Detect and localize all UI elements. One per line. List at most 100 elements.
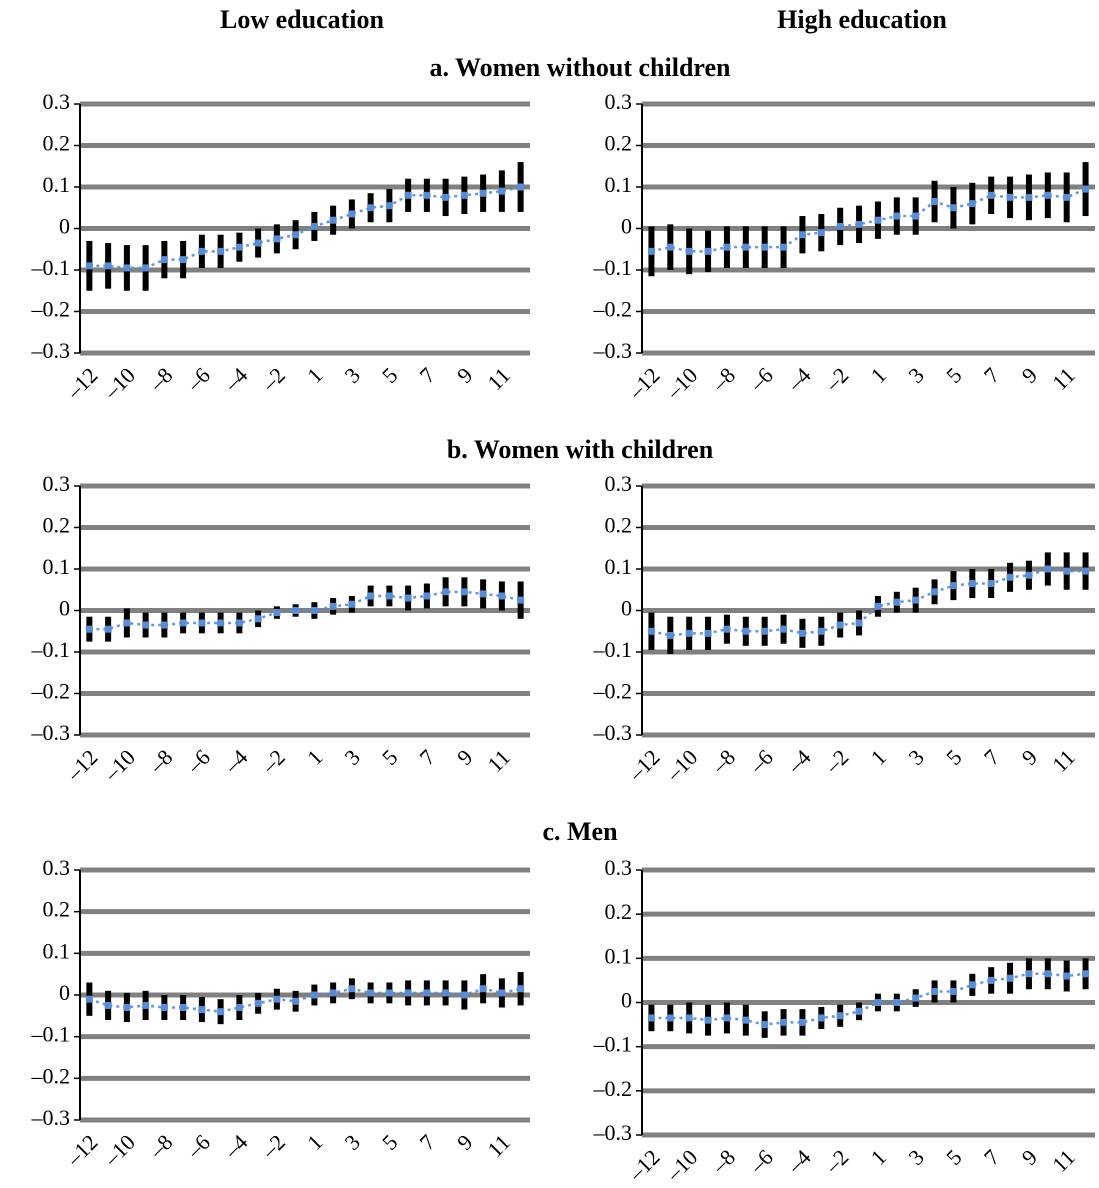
estimate-marker [874,602,882,610]
x-tick-label: –4 [782,362,816,396]
estimate-marker [85,995,93,1003]
estimate-marker [404,989,412,997]
estimate-marker [385,989,393,997]
y-tick-label: 0.3 [605,89,633,114]
x-tick-label: 3 [903,744,928,769]
x-tick-label: –4 [219,362,253,396]
x-tick-label: –10 [661,1144,703,1186]
panel-title: b. Women with children [447,435,714,464]
x-tick-label: –10 [98,362,140,404]
y-tick-label: 0 [59,980,70,1005]
x-tick-label: 1 [866,744,891,769]
y-tick-label: –0.2 [593,297,633,322]
estimate-marker [949,204,957,212]
estimate-marker [761,627,769,635]
y-tick-label: –0.1 [31,255,71,280]
estimate-marker [855,220,863,228]
estimate-marker [666,1014,674,1022]
estimate-marker [855,619,863,627]
x-tick-label: –6 [744,362,778,396]
estimate-marker [198,619,206,627]
x-tick-label: 5 [941,362,966,387]
estimate-marker [498,592,506,600]
estimate-marker [874,999,882,1006]
x-tick-label: 9 [452,362,477,387]
x-tick-label: 1 [866,362,891,387]
y-tick-label: 0.2 [43,513,71,538]
estimate-marker [931,987,939,995]
estimate-marker [123,1004,131,1011]
estimate-marker [310,991,318,999]
estimate-marker [498,989,506,997]
y-tick-label: –0.1 [593,1032,633,1057]
estimate-marker [1044,565,1052,573]
x-tick-label: –8 [706,362,740,396]
estimate-marker [367,592,375,600]
estimate-marker [1006,193,1014,201]
x-tick-label: 11 [1047,744,1080,777]
x-tick-label: 11 [482,1129,515,1162]
y-tick-label: 0.2 [43,131,71,156]
y-tick-label: –0.2 [31,1063,71,1088]
x-tick-label: –8 [144,1129,178,1163]
estimate-marker [836,621,844,629]
x-tick-label: 7 [979,362,1004,387]
estimate-marker [367,204,375,212]
estimate-marker [836,1012,844,1020]
estimate-marker [647,247,655,255]
estimate-marker [517,985,525,993]
panel-title: c. Men [542,817,618,846]
estimate-marker [1082,970,1090,978]
estimate-marker [817,1014,825,1022]
estimate-marker [310,607,318,614]
estimate-marker [1025,571,1033,579]
estimate-marker [931,198,939,206]
y-tick-label: –0.1 [593,637,633,662]
column-header: High education [777,5,947,34]
estimate-marker [104,262,112,270]
estimate-marker [949,987,957,995]
estimate-marker [404,594,412,602]
estimate-marker [104,625,112,633]
x-tick-label: –6 [181,1129,215,1163]
estimate-marker [160,621,168,629]
estimate-marker [442,193,450,201]
x-tick-label: 7 [979,744,1004,769]
x-tick-label: –4 [219,1129,253,1163]
estimate-marker [348,210,356,218]
estimate-marker [179,619,187,627]
x-tick-label: 7 [415,744,440,769]
estimate-marker [647,627,655,635]
y-tick-label: –0.2 [31,679,71,704]
estimate-marker [817,229,825,237]
x-tick-label: 9 [1017,744,1042,769]
estimate-marker [217,1008,225,1016]
estimate-marker [912,596,920,604]
estimate-marker [1082,185,1090,193]
panel: –0.3 –0.2 –0.1 0 0.1 0.2 0.3 –12–10 –8 –6 –4 –2 1 3 5 7… [31,89,530,404]
x-tick-label: 9 [452,1129,477,1154]
estimate-marker [198,247,206,255]
estimate-marker [836,222,844,230]
y-tick-label: –0.1 [31,1022,71,1047]
x-tick-label: 1 [302,362,327,387]
estimate-marker [1063,193,1071,201]
y-tick-label: 0.1 [605,172,633,197]
estimate-marker [123,619,131,627]
x-tick-label: 5 [941,1144,966,1169]
estimate-marker [912,994,920,1002]
x-tick-label: –12 [623,744,665,786]
x-tick-label: 9 [1017,362,1042,387]
estimate-marker [931,588,939,596]
estimate-marker [479,985,487,993]
x-tick-label: 11 [482,362,515,395]
estimate-marker [292,607,300,614]
x-tick-label: –4 [219,744,253,778]
x-tick-label: 5 [377,1129,402,1154]
estimate-marker [385,592,393,600]
estimate-marker [329,989,337,997]
x-tick-label: –10 [661,744,703,786]
x-tick-label: –6 [181,362,215,396]
y-tick-label: –0.3 [593,1120,633,1145]
panel: –0.3 –0.2 –0.1 0 0.1 0.2 0.3 –12–10 –8 –6 –4 –2 1 3 5 7… [593,89,1095,404]
